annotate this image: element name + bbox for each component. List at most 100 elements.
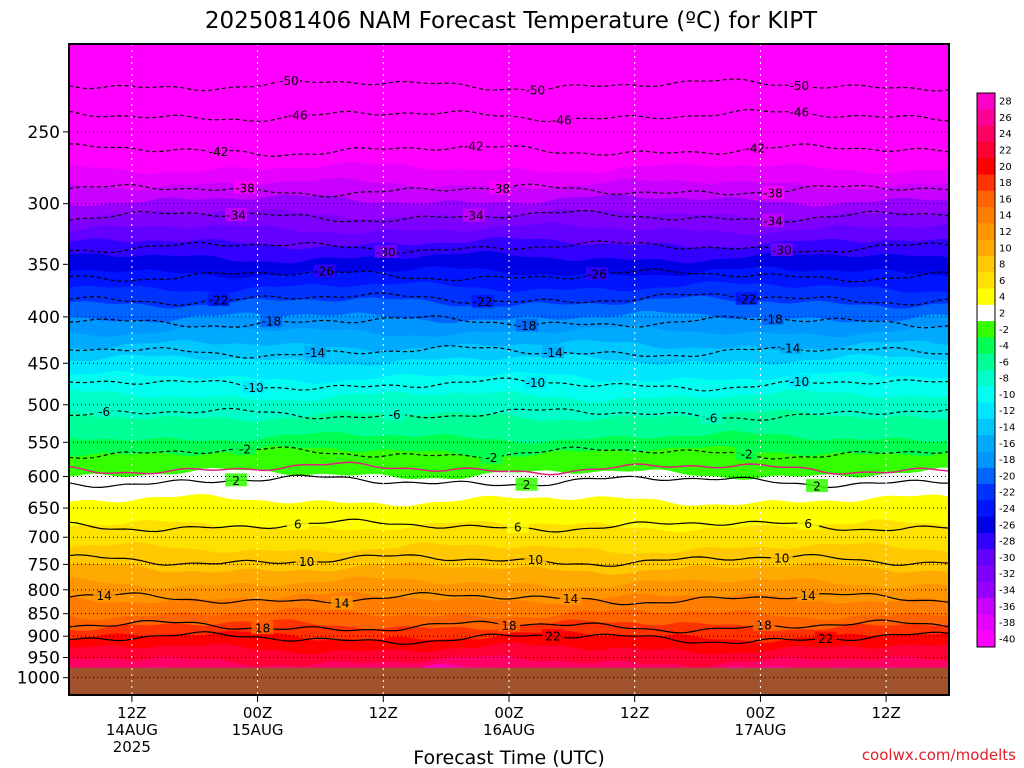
isotherm-label-bg bbox=[550, 113, 573, 127]
isotherm-label-bg bbox=[234, 442, 256, 456]
colorbar-tick-label: 12 bbox=[999, 227, 1012, 238]
y-tick-label: 700 bbox=[28, 528, 60, 548]
colorbar-tick-label: -24 bbox=[999, 504, 1015, 515]
y-tick-label: 1000 bbox=[17, 669, 60, 689]
isotherm-label: -18 bbox=[517, 319, 537, 333]
isotherm-label: -2 bbox=[741, 447, 753, 461]
colorbar-tick-label: 16 bbox=[999, 194, 1012, 205]
isotherm-label: -30 bbox=[772, 244, 792, 258]
isotherm-line bbox=[69, 268, 949, 283]
colorbar-tick-label: 14 bbox=[999, 211, 1012, 222]
isotherm-label-bg bbox=[471, 294, 494, 308]
colorbar-swatch bbox=[977, 190, 995, 208]
isotherm-label-bg bbox=[462, 138, 485, 152]
isotherm-label-bg bbox=[286, 108, 309, 122]
isotherm-label-bg bbox=[779, 341, 802, 355]
isotherm-label-bg bbox=[524, 375, 547, 389]
colorbar-swatch bbox=[977, 174, 995, 192]
colorbar-tick-label: 26 bbox=[999, 113, 1012, 124]
y-tick-label: 750 bbox=[28, 555, 60, 575]
isotherm-label-bg bbox=[762, 213, 784, 227]
isotherm-label-bg bbox=[498, 618, 520, 632]
isotherm-label-bg bbox=[542, 345, 564, 359]
isotherm-label: 14 bbox=[334, 596, 349, 610]
isotherm-label: -38 bbox=[763, 186, 783, 200]
isotherm-label-bg bbox=[542, 629, 564, 643]
colorbar-tick-label: -30 bbox=[999, 553, 1015, 564]
colorbar-tick-label: -38 bbox=[999, 618, 1015, 629]
isotherm-label-bg bbox=[234, 180, 256, 194]
colorbar-tick-label: -6 bbox=[999, 357, 1009, 368]
y-tick-label: 650 bbox=[28, 499, 60, 519]
colorbar-swatch bbox=[977, 614, 995, 632]
isotherm-line bbox=[69, 407, 949, 421]
isotherm-label: -18 bbox=[262, 315, 282, 329]
isotherm-label: -46 bbox=[288, 109, 308, 123]
isotherm-label-bg bbox=[251, 621, 274, 635]
isotherm-label: -14 bbox=[543, 346, 563, 360]
isotherm-label-bg bbox=[735, 446, 758, 460]
colorbar-tick-label: -14 bbox=[999, 423, 1015, 434]
isotherm-label-bg bbox=[744, 141, 767, 155]
y-tick-label: 500 bbox=[28, 396, 60, 416]
isotherm-label-bg bbox=[586, 267, 608, 281]
isotherm-label-bg bbox=[515, 318, 538, 332]
colorbar-swatch bbox=[977, 581, 995, 599]
isotherm-label-bg bbox=[806, 479, 828, 493]
colorbar-swatch bbox=[977, 500, 995, 518]
isotherm-label-bg bbox=[278, 73, 300, 87]
colorbar-frame bbox=[976, 92, 996, 648]
isotherm-label-bg bbox=[753, 618, 776, 632]
isotherm-label-bg bbox=[207, 293, 230, 307]
colorbar-tick-label: 18 bbox=[999, 178, 1012, 189]
isotherm-label-bg bbox=[374, 244, 397, 258]
isotherm-label-bg bbox=[700, 410, 723, 424]
isotherm-label-bg bbox=[788, 104, 811, 118]
isotherm-line bbox=[69, 345, 949, 359]
x-tick-label: 12Z bbox=[620, 704, 649, 722]
isotherm-label-bg bbox=[304, 345, 327, 359]
isotherm-label: 18 bbox=[757, 619, 772, 633]
colorbar-swatch bbox=[977, 158, 995, 175]
isotherm-label: -42 bbox=[209, 145, 229, 159]
isotherm-label: 10 bbox=[299, 555, 314, 569]
isotherm-label-bg bbox=[814, 631, 837, 645]
colorbar-tick-label: 8 bbox=[999, 260, 1005, 271]
colorbar-tick-label: -34 bbox=[999, 585, 1015, 596]
colorbar-tick-label: -8 bbox=[999, 374, 1009, 385]
isotherm-label-bg bbox=[770, 243, 793, 257]
colorbar-swatch bbox=[977, 239, 995, 257]
colorbar-swatch bbox=[977, 386, 995, 404]
isotherm-label: -2 bbox=[485, 451, 497, 465]
x-tick-label: 12Z bbox=[369, 704, 398, 722]
isotherm-label-bg bbox=[797, 516, 820, 530]
colorbar-tick-label: 10 bbox=[999, 243, 1012, 254]
colorbar-tick-label: -26 bbox=[999, 520, 1015, 531]
isotherm-label-bg bbox=[383, 407, 406, 421]
colorbar-tick-label: 22 bbox=[999, 146, 1012, 157]
isotherm-label-bg bbox=[489, 181, 512, 195]
colorbar-tick-label: -32 bbox=[999, 569, 1015, 580]
isotherm-label-bg bbox=[524, 552, 547, 566]
isotherm-label: -38 bbox=[490, 182, 510, 196]
colorbar-tick-label: 2 bbox=[999, 308, 1005, 319]
isotherm-label: 6 bbox=[514, 521, 522, 535]
x-tick-label: 00Z bbox=[746, 704, 775, 722]
isotherm-label-bg bbox=[506, 520, 529, 534]
colorbar-swatch bbox=[977, 370, 995, 387]
isotherm-label: -10 bbox=[526, 376, 546, 390]
isotherm-label: 18 bbox=[501, 619, 516, 633]
y-tick-label: 400 bbox=[28, 308, 60, 328]
isotherm-label: -6 bbox=[98, 405, 110, 419]
isotherm-label: -22 bbox=[737, 292, 757, 306]
colorbar-swatch bbox=[977, 630, 995, 648]
x-tick-label: 00Z bbox=[494, 704, 523, 722]
isotherm-label: -50 bbox=[790, 79, 810, 93]
isotherm-label-bg bbox=[330, 595, 353, 609]
isotherm-label-bg bbox=[762, 185, 784, 199]
isotherm-label: -14 bbox=[781, 342, 801, 356]
y-tick-label: 250 bbox=[28, 123, 60, 143]
colorbar-swatch bbox=[977, 467, 995, 485]
